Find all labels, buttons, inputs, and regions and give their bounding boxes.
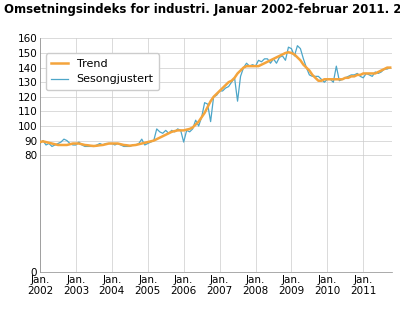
Text: Omsetningsindeks for industri. Januar 2002-februar 2011. 2005=100: Omsetningsindeks for industri. Januar 20… [4,3,400,16]
Legend: Trend, Sesongjustert: Trend, Sesongjustert [46,53,159,90]
